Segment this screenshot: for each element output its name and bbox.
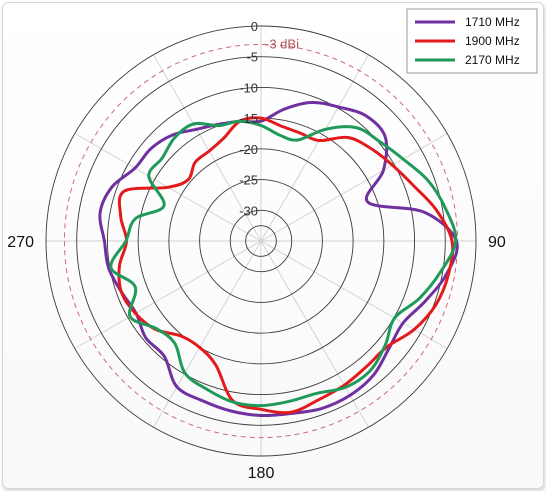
radial-tick-label: 0 (251, 19, 258, 34)
radial-tick-label: -10 (239, 80, 258, 95)
series-line-1 (117, 116, 455, 415)
spoke-150 (260, 240, 369, 428)
reference-label: -3 dBi (265, 36, 299, 51)
radial-tick-label: -20 (239, 142, 258, 157)
grid-ring (199, 179, 323, 303)
angle-label-180: 180 (248, 465, 275, 482)
legend: 1710 MHz 1900 MHz 2170 MHz (406, 8, 538, 74)
radial-tick-label: -5 (246, 50, 258, 65)
series-traces (98, 100, 459, 418)
spoke-120 (260, 240, 448, 349)
grid-ring (229, 209, 293, 273)
grid-ring-inner (245, 225, 277, 257)
grid-ring (76, 56, 446, 426)
spoke-60 (260, 133, 448, 242)
radial-tick-label: -30 (239, 203, 258, 218)
legend-label-0: 1710 MHz (465, 15, 520, 29)
legend-label-2: 2170 MHz (465, 53, 520, 67)
grid-ring (168, 148, 354, 334)
spoke-210 (153, 240, 262, 428)
legend-label-1: 1900 MHz (465, 34, 520, 48)
angle-label-270: 270 (7, 234, 34, 251)
radial-tick-label: -25 (239, 173, 258, 188)
series-line-0 (98, 100, 459, 418)
radial-tick-label: -15 (239, 111, 258, 126)
spoke-330 (153, 54, 262, 242)
spoke-30 (260, 54, 369, 242)
angle-label-90: 90 (488, 234, 506, 251)
grid-ring (106, 86, 416, 396)
grid-ring (45, 25, 477, 457)
polar-grid (45, 25, 477, 457)
polar-chart: 0 -5 -10 -15 -20 -25 -30 -3 dBi 90 180 270 1710 MH… (7, 8, 538, 482)
series-line-2 (109, 119, 458, 408)
axis-labels: 0 -5 -10 -15 -20 -25 -30 -3 dBi 90 180 270 (7, 19, 506, 482)
spoke-240 (74, 240, 262, 349)
